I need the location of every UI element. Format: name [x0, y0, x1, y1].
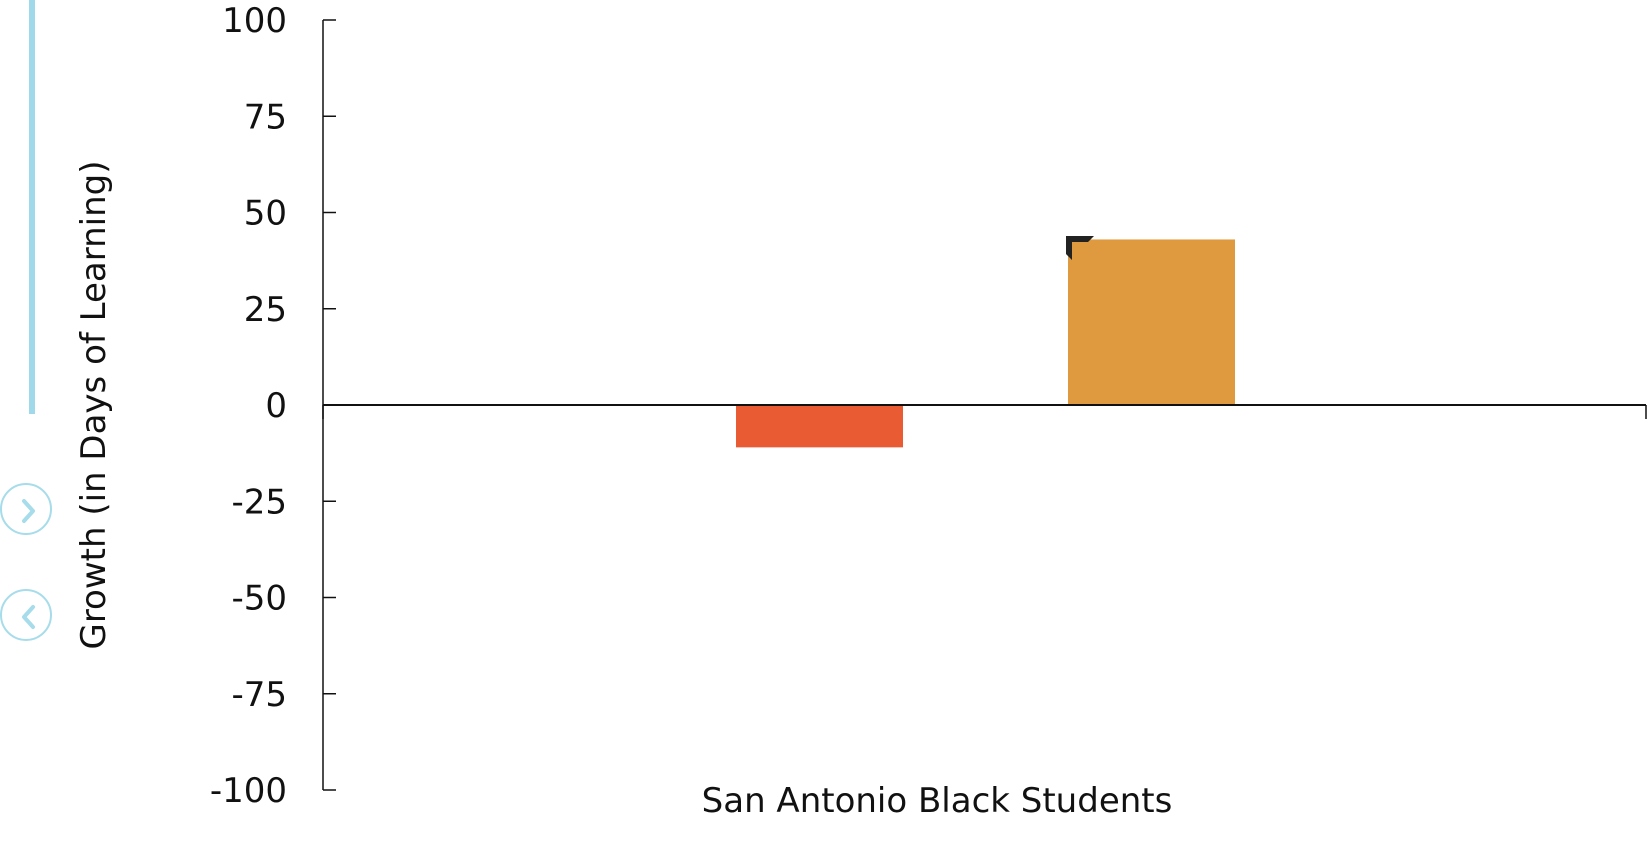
y-tick-label: 75	[244, 97, 287, 137]
y-tick-label: 50	[244, 194, 287, 234]
y-tick-label: -100	[210, 771, 287, 811]
chevron-right-icon	[22, 499, 35, 523]
bar	[1068, 239, 1235, 405]
y-tick-label: 0	[265, 386, 287, 426]
cursor-icon	[1066, 236, 1094, 260]
next-button[interactable]	[0, 483, 52, 535]
zero-line	[322, 404, 1647, 419]
x-axis-title: San Antonio Black Students	[702, 781, 1173, 821]
bar	[736, 405, 903, 448]
y-tick-label: -50	[231, 579, 287, 619]
y-tick-label: 25	[244, 290, 287, 330]
y-axis-title: Growth (in Days of Learning)	[74, 160, 114, 649]
bars	[736, 239, 1235, 448]
y-axis: 100 75 50 25 0 -25 -50 -75 -100	[210, 1, 336, 811]
y-tick-label: -75	[231, 675, 287, 715]
progress-bar	[29, 0, 35, 414]
previous-button[interactable]	[0, 589, 52, 641]
y-tick-label: 100	[222, 1, 287, 41]
y-tick-label: -25	[231, 482, 287, 522]
chevron-left-icon	[22, 605, 35, 629]
